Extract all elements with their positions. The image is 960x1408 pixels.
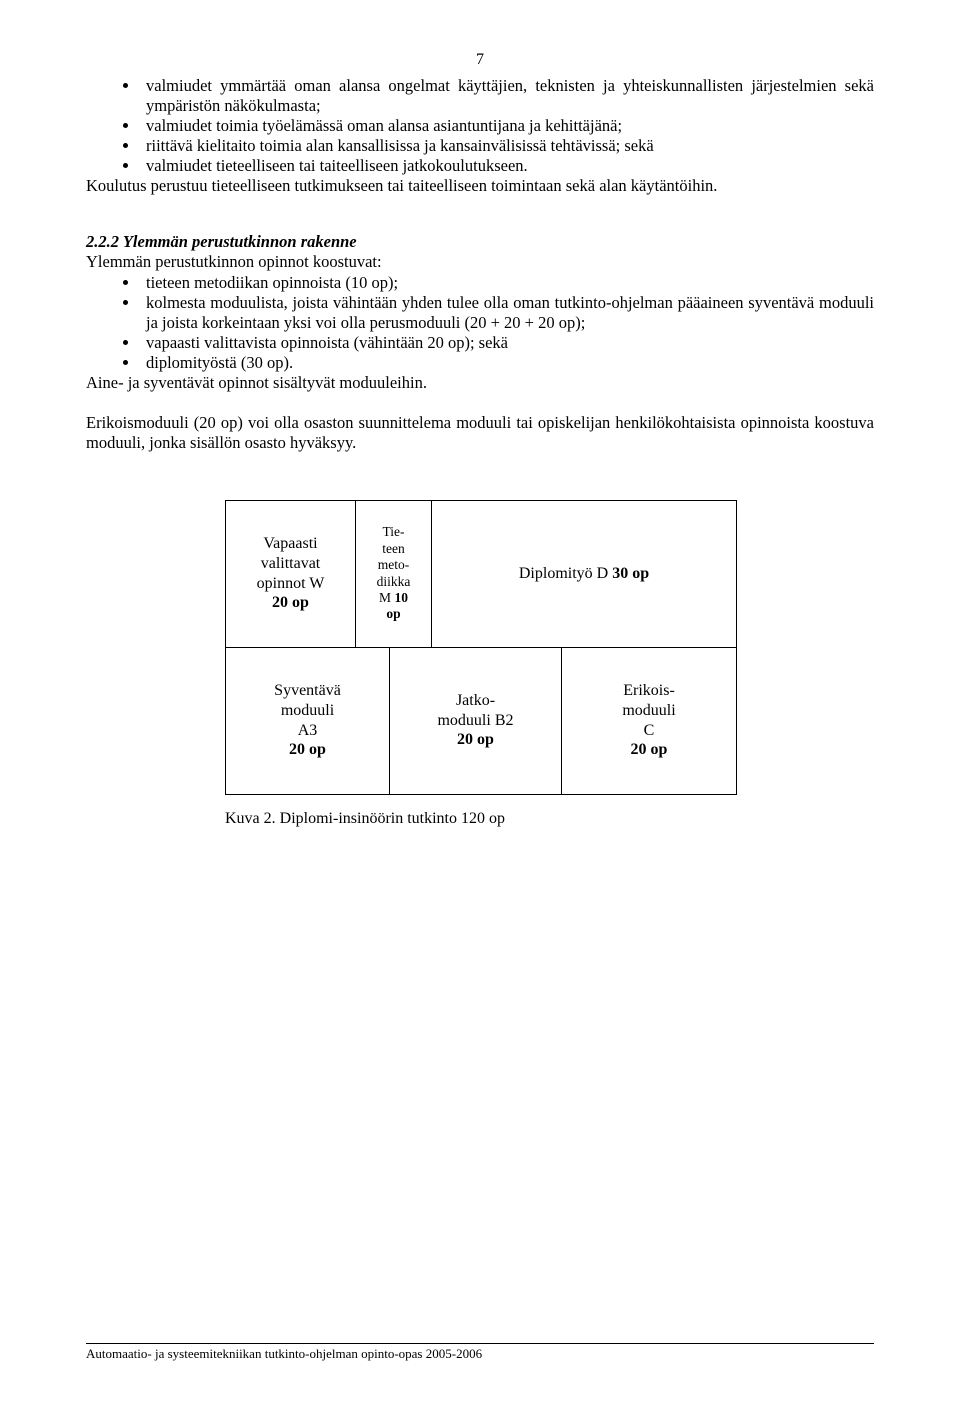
bullet-item: diplomityöstä (30 op). — [140, 353, 874, 373]
cell-text: Jatko- — [456, 692, 495, 709]
section-heading: 2.2.2 Ylemmän perustutkinnon rakenne — [86, 232, 874, 252]
cell-text-bold: op — [386, 606, 400, 621]
paragraph: Koulutus perustuu tieteelliseen tutkimuk… — [86, 176, 874, 196]
bullet-item: kolmesta moduulista, joista vähintään yh… — [140, 293, 874, 333]
paragraph: Aine- ja syventävät opinnot sisältyvät m… — [86, 373, 874, 393]
paragraph: Erikoismoduuli (20 op) voi olla osaston … — [86, 413, 874, 453]
cell-text: meto- — [378, 557, 410, 572]
cell-text: Syventävä — [274, 682, 341, 699]
cell-text: moduuli — [622, 702, 675, 719]
cell-text: M — [379, 590, 394, 605]
diagram-caption: Kuva 2. Diplomi-insinöörin tutkinto 120 … — [225, 809, 735, 829]
bullet-item: tieteen metodiikan opinnoista (10 op); — [140, 273, 874, 293]
cell-text-bold: 20 op — [631, 741, 668, 758]
cell-text: A3 — [298, 722, 318, 739]
bullet-item: valmiudet tieteelliseen tai taiteellisee… — [140, 156, 874, 176]
cell-jatkomoduuli: Jatko- moduuli B2 20 op — [390, 648, 562, 794]
diagram-row-2: Syventävä moduuli A3 20 op Jatko- moduul… — [226, 648, 736, 794]
page-footer: Automaatio- ja systeemitekniikan tutkint… — [86, 1343, 874, 1362]
section-lead: Ylemmän perustutkinnon opinnot koostuvat… — [86, 252, 874, 272]
cell-tieteen-metodiikka: Tie- teen meto- diikka M 10 op — [356, 501, 432, 647]
cell-erikoismoduuli: Erikois- moduuli C 20 op — [562, 648, 736, 794]
cell-text: opinnot W — [257, 575, 325, 592]
section-bullet-list: tieteen metodiikan opinnoista (10 op); k… — [86, 273, 874, 374]
cell-syventava: Syventävä moduuli A3 20 op — [226, 648, 390, 794]
cell-text: Erikois- — [623, 682, 675, 699]
page: 7 valmiudet ymmärtää oman alansa ongelma… — [0, 0, 960, 1408]
cell-text: moduuli — [281, 702, 334, 719]
bullet-item: vapaasti valittavista opinnoista (vähint… — [140, 333, 874, 353]
cell-diplomityo: Diplomityö D 30 op — [432, 501, 736, 647]
cell-text: moduuli B2 — [437, 712, 513, 729]
bullet-item: riittävä kielitaito toimia alan kansalli… — [140, 136, 874, 156]
cell-text: Diplomityö D — [519, 565, 612, 582]
cell-text-bold: 20 op — [272, 594, 309, 611]
cell-text: diikka — [377, 574, 411, 589]
cell-vapaasti: Vapaasti valittavat opinnot W 20 op — [226, 501, 356, 647]
cell-text: C — [644, 722, 655, 739]
cell-text-bold: 20 op — [289, 741, 326, 758]
bullet-item: valmiudet ymmärtää oman alansa ongelmat … — [140, 76, 874, 116]
diagram-row-1: Vapaasti valittavat opinnot W 20 op Tie-… — [226, 501, 736, 648]
cell-text-bold: 20 op — [457, 731, 494, 748]
structure-diagram: Vapaasti valittavat opinnot W 20 op Tie-… — [225, 500, 735, 829]
cell-text-bold: 10 — [394, 590, 408, 605]
cell-text: Vapaasti — [263, 535, 317, 552]
cell-text: teen — [382, 541, 405, 556]
bullet-item: valmiudet toimia työelämässä oman alansa… — [140, 116, 874, 136]
page-number: 7 — [86, 50, 874, 70]
cell-text-bold: 30 op — [612, 565, 649, 582]
cell-text: valittavat — [261, 555, 321, 572]
cell-text: Tie- — [382, 524, 404, 539]
top-bullet-list: valmiudet ymmärtää oman alansa ongelmat … — [86, 76, 874, 177]
diagram-box: Vapaasti valittavat opinnot W 20 op Tie-… — [225, 500, 737, 795]
